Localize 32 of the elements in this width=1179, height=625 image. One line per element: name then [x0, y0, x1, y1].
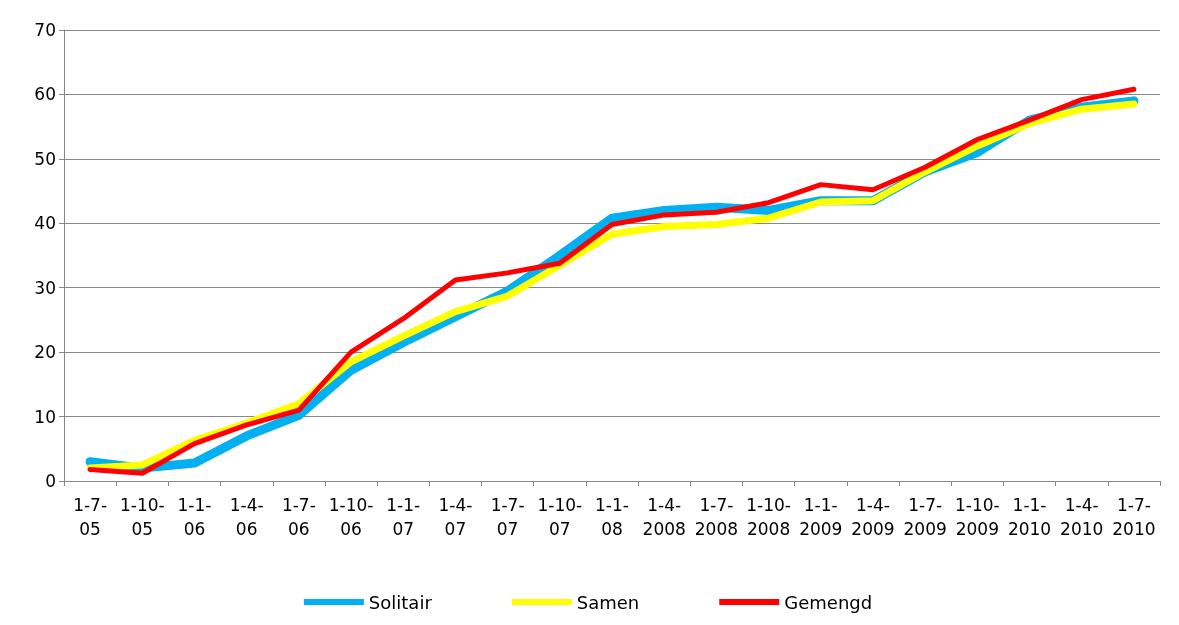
y-tick-label: 10: [34, 406, 56, 427]
x-tick-label: 1-4-2009: [851, 495, 895, 539]
x-tick-label: 1-7-2010: [1112, 495, 1156, 539]
legend-label: Samen: [576, 591, 640, 613]
x-tick-label: 1-4-06: [229, 495, 264, 539]
x-tick-label: 1-10-2009: [954, 495, 1000, 539]
x-tick-label: 1-4-2010: [1060, 495, 1104, 539]
x-tick-label: 1-1-06: [177, 495, 212, 539]
x-tick-label: 1-7-05: [73, 495, 108, 539]
legend-label: Solitair: [368, 591, 433, 613]
y-tick-label: 50: [34, 148, 56, 169]
x-tick-label: 1-1-2009: [799, 495, 843, 539]
x-tick-label: 1-1-2010: [1007, 495, 1052, 539]
x-tick-label: 1-7-2008: [694, 495, 739, 539]
y-tick-label: 30: [34, 277, 56, 298]
y-tick-label: 0: [45, 471, 56, 491]
x-tick-label: 1-4-2008: [642, 495, 686, 539]
x-tick-label: 1-10-06: [328, 495, 374, 539]
y-tick-label: 20: [34, 342, 56, 363]
y-tick-label: 70: [34, 20, 56, 40]
y-tick-label: 40: [34, 213, 56, 234]
x-tick-label: 1-7-07: [490, 495, 525, 539]
x-tick-label: 1-1-07: [386, 495, 421, 539]
x-tick-label: 1-10-05: [119, 495, 165, 539]
legend-label: Gemengd: [784, 591, 873, 613]
y-tick-label: 60: [34, 84, 56, 105]
x-tick-label: 1-4-07: [438, 495, 473, 539]
x-tick-label: 1-7-06: [281, 495, 316, 539]
x-tick-label: 1-1-08: [595, 495, 629, 539]
x-tick-label: 1-10-2008: [746, 495, 791, 539]
x-tick-label: 1-10-07: [537, 495, 583, 539]
x-tick-label: 1-7-2009: [903, 495, 947, 539]
